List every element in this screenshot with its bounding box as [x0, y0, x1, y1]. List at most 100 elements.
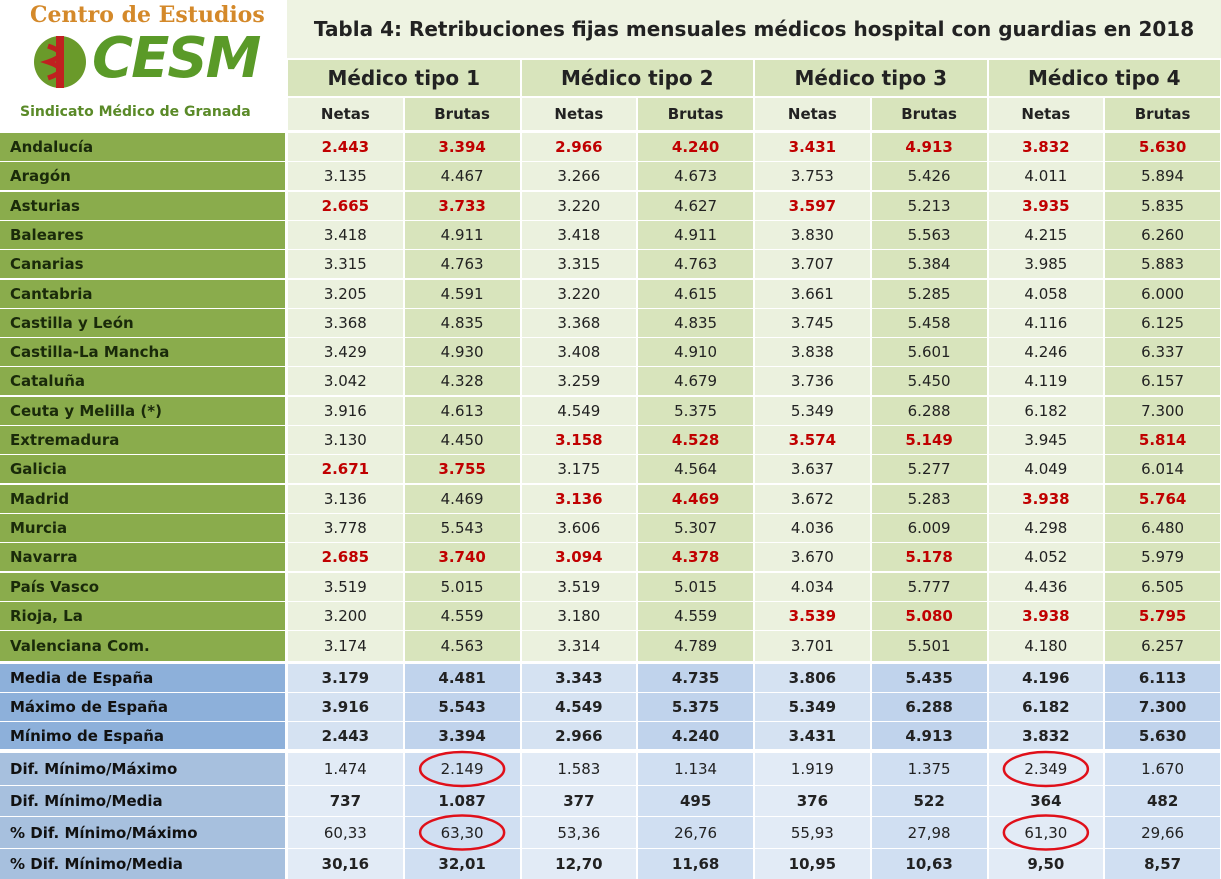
- value-cell: 5.543: [404, 513, 520, 542]
- summary-cell: 27,98: [871, 817, 987, 848]
- value-cell: 4.180: [988, 631, 1104, 662]
- value-cell: 5.814: [1105, 426, 1220, 454]
- value-cell: 6.000: [1105, 279, 1220, 308]
- column-header: Brutas: [1105, 98, 1220, 130]
- value-cell: 3.935: [988, 191, 1104, 220]
- value-cell: 4.298: [988, 513, 1104, 542]
- value-cell: 3.368: [288, 308, 403, 337]
- value-cell: 3.266: [521, 162, 637, 191]
- value-cell: 4.469: [638, 484, 753, 513]
- value-cell: 4.911: [638, 220, 753, 249]
- value-cell: 6.125: [1105, 308, 1220, 337]
- row-label: Castilla y León: [0, 308, 285, 337]
- value-cell: 3.315: [521, 250, 637, 279]
- value-cell: 4.528: [638, 426, 753, 454]
- logo: Centro de Estudios CESM Sindicato Médico…: [0, 0, 285, 130]
- value-cell: 2.966: [521, 133, 637, 161]
- row-label: Andalucía: [0, 133, 285, 161]
- value-cell: 6.337: [1105, 338, 1220, 367]
- value-cell: 5.375: [638, 396, 753, 425]
- value-cell: 3.418: [288, 220, 403, 249]
- value-cell: 2.671: [288, 455, 403, 484]
- table-title: Tabla 4: Retribuciones fijas mensuales m…: [287, 0, 1221, 58]
- value-cell: 4.215: [988, 220, 1104, 249]
- value-cell: 3.042: [288, 367, 403, 396]
- value-cell: 3.830: [755, 220, 870, 249]
- value-cell: 2.443: [288, 133, 403, 161]
- row-label: Baleares: [0, 220, 285, 249]
- summary-cell: 10,95: [755, 849, 870, 879]
- group-header: Médico tipo 4: [988, 60, 1220, 96]
- value-cell: 5.777: [871, 572, 987, 601]
- row-label: Asturias: [0, 191, 285, 220]
- value-cell: 4.559: [638, 601, 753, 630]
- value-cell: 5.979: [1105, 543, 1220, 572]
- summary-cell: 2.149: [404, 753, 520, 785]
- summary-cell: 29,66: [1105, 817, 1220, 848]
- value-cell: 4.763: [404, 250, 520, 279]
- summary-cell: 10,63: [871, 849, 987, 879]
- value-cell: 3.180: [521, 601, 637, 630]
- value-cell: 6.505: [1105, 572, 1220, 601]
- row-label: Ceuta y Melilla (*): [0, 396, 285, 425]
- value-cell: 6.014: [1105, 455, 1220, 484]
- value-cell: 6.480: [1105, 513, 1220, 542]
- value-cell: 5.458: [871, 308, 987, 337]
- summary-cell: 1.375: [871, 753, 987, 785]
- summary-cell: 3.394: [404, 722, 520, 749]
- value-cell: 5.450: [871, 367, 987, 396]
- value-cell: 4.559: [404, 601, 520, 630]
- value-cell: 6.157: [1105, 367, 1220, 396]
- row-label: Valenciana Com.: [0, 631, 285, 662]
- value-cell: 5.630: [1105, 133, 1220, 161]
- row-label: Canarias: [0, 250, 285, 279]
- value-cell: 4.627: [638, 191, 753, 220]
- summary-cell: 26,76: [638, 817, 753, 848]
- value-cell: 3.778: [288, 513, 403, 542]
- summary-cell: 4.913: [871, 722, 987, 749]
- value-cell: 3.519: [521, 572, 637, 601]
- value-cell: 3.637: [755, 455, 870, 484]
- value-cell: 3.205: [288, 279, 403, 308]
- value-cell: 6.288: [871, 396, 987, 425]
- column-header: Brutas: [638, 98, 753, 130]
- summary-cell: 1.087: [404, 786, 520, 816]
- value-cell: 4.436: [988, 572, 1104, 601]
- column-header: Netas: [521, 98, 637, 130]
- value-cell: 4.789: [638, 631, 753, 662]
- summary-cell: 5.435: [871, 664, 987, 692]
- row-label: Rioja, La: [0, 601, 285, 630]
- value-cell: 4.564: [638, 455, 753, 484]
- value-cell: 3.429: [288, 338, 403, 367]
- summary-cell: 1.134: [638, 753, 753, 785]
- summary-cell: 2.443: [288, 722, 403, 749]
- value-cell: 4.911: [404, 220, 520, 249]
- value-cell: 3.220: [521, 191, 637, 220]
- summary-cell: 3.179: [288, 664, 403, 692]
- summary-cell: 6.113: [1105, 664, 1220, 692]
- value-cell: 3.200: [288, 601, 403, 630]
- value-cell: 3.670: [755, 543, 870, 572]
- value-cell: 3.158: [521, 426, 637, 454]
- value-cell: 3.136: [521, 484, 637, 513]
- value-cell: 3.315: [288, 250, 403, 279]
- row-label: Cataluña: [0, 367, 285, 396]
- value-cell: 4.034: [755, 572, 870, 601]
- row-label: Aragón: [0, 162, 285, 191]
- value-cell: 5.501: [871, 631, 987, 662]
- value-cell: 4.036: [755, 513, 870, 542]
- summary-cell: 63,30: [404, 817, 520, 848]
- summary-cell: 5.349: [755, 693, 870, 721]
- value-cell: 5.795: [1105, 601, 1220, 630]
- summary-label: Media de España: [0, 664, 285, 692]
- value-cell: 3.368: [521, 308, 637, 337]
- value-cell: 3.519: [288, 572, 403, 601]
- column-header: Brutas: [404, 98, 520, 130]
- value-cell: 4.246: [988, 338, 1104, 367]
- value-cell: 3.832: [988, 133, 1104, 161]
- summary-cell: 61,30: [988, 817, 1104, 848]
- value-cell: 3.745: [755, 308, 870, 337]
- value-cell: 6.009: [871, 513, 987, 542]
- value-cell: 5.426: [871, 162, 987, 191]
